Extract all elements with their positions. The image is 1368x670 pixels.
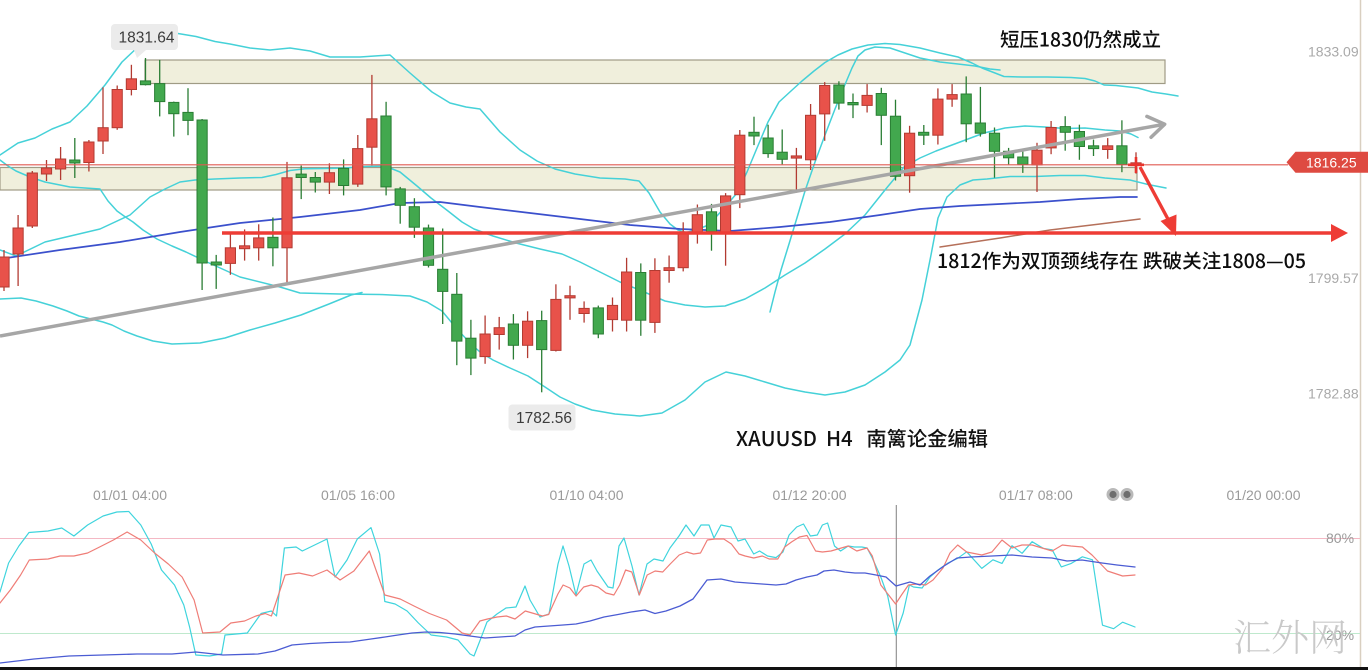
svg-text:1782.56: 1782.56: [516, 410, 572, 427]
svg-text:1782.88: 1782.88: [1308, 386, 1359, 402]
svg-text:1799.57: 1799.57: [1308, 270, 1359, 286]
svg-text:01/01 04:00: 01/01 04:00: [93, 487, 167, 503]
svg-text:01/17 08:00: 01/17 08:00: [999, 487, 1073, 503]
svg-text:01/12 20:00: 01/12 20:00: [773, 487, 847, 503]
svg-text:1833.09: 1833.09: [1308, 44, 1359, 60]
svg-text:1831.64: 1831.64: [119, 30, 175, 47]
svg-text:1816.25: 1816.25: [1306, 154, 1357, 170]
svg-text:01/10 04:00: 01/10 04:00: [550, 487, 624, 503]
svg-text:01/05 16:00: 01/05 16:00: [321, 487, 395, 503]
svg-text:01/20 00:00: 01/20 00:00: [1227, 487, 1301, 503]
svg-text:80%: 80%: [1326, 530, 1354, 546]
